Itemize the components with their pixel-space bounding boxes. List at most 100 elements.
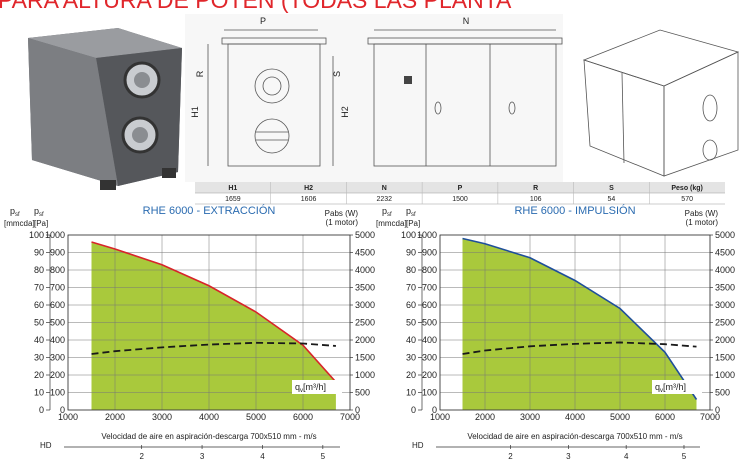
y-tick-label: 100 — [422, 388, 437, 398]
y2-tick-label: 4500 — [355, 248, 375, 258]
y-symbol: psf — [34, 206, 44, 218]
table-header: N — [382, 185, 387, 192]
y2-tick-label: 2000 — [715, 335, 735, 345]
x-tick-label: 4000 — [565, 412, 585, 422]
y-tick-label: 700 — [50, 283, 65, 293]
y-mmcda-tick-label: 100 — [29, 230, 44, 240]
chart-title: RHE 6000 - IMPULSIÓN — [514, 204, 635, 217]
table-header: R — [533, 185, 538, 192]
y2-tick-label: 1500 — [715, 353, 735, 363]
table-cell: 106 — [530, 196, 542, 203]
x2-tick-label: 5 — [321, 452, 326, 461]
y-mmcda-tick-label: 50 — [34, 318, 44, 328]
y-tick-label: 600 — [50, 300, 65, 310]
x2-tick-label: 2 — [508, 452, 513, 461]
x-tick-label: 4000 — [199, 412, 219, 422]
y-label: [Pa] — [34, 219, 48, 228]
y-mmcda-tick-label: 70 — [406, 283, 416, 293]
y-mmcda-tick-label: 10 — [406, 388, 416, 398]
y-mmcda-tick-label: 20 — [406, 370, 416, 380]
area — [91, 242, 336, 410]
table-cell: 2232 — [376, 196, 392, 203]
y2-tick-label: 3500 — [355, 283, 375, 293]
annotation: qv[m³/h] — [655, 382, 686, 394]
y2-label-note: (1 motor) — [326, 218, 359, 227]
chart-title: RHE 6000 - EXTRACCIÓN — [143, 204, 276, 217]
x-tick-label: 7000 — [340, 412, 360, 422]
y-mmcda-tick-label: 50 — [406, 318, 416, 328]
y-tick-label: 200 — [50, 370, 65, 380]
subscript: sf — [15, 212, 20, 218]
y2-tick-label: 2000 — [355, 335, 375, 345]
y2-label: Pabs (W) — [685, 209, 719, 218]
power-line — [462, 341, 697, 355]
y-mmcda-tick-label: 10 — [34, 388, 44, 398]
x2-tick-label: 3 — [566, 452, 571, 461]
y-tick-label: 800 — [422, 265, 437, 275]
y-mmcda-tick-label: 30 — [34, 353, 44, 363]
annotation-box — [292, 380, 342, 394]
y-mmcda-label: [mmcda] — [4, 219, 35, 228]
x2-tick-label: 4 — [260, 452, 265, 461]
y-mmcda-tick-label: 0 — [411, 405, 416, 415]
technical-drawing: P N R S H1 H2 — [185, 14, 563, 182]
x2-tick-label: 5 — [682, 452, 687, 461]
y-mmcda-tick-label: 40 — [34, 335, 44, 345]
y-tick-label: 0 — [60, 405, 65, 415]
plot-frame — [67, 234, 351, 411]
y2-tick-label: 500 — [715, 388, 730, 398]
table-cell: 1659 — [225, 196, 241, 203]
dimension-label: H1 — [190, 106, 200, 118]
subscript: v — [660, 388, 663, 394]
table-header: S — [609, 185, 614, 192]
dimension-label: P — [260, 16, 266, 26]
y-symbol: psf — [406, 206, 416, 218]
x-tick-label: 1000 — [58, 412, 78, 422]
x2-tick-label: 3 — [200, 452, 205, 461]
y-mmcda-tick-label: 80 — [406, 265, 416, 275]
y2-tick-label: 1500 — [355, 353, 375, 363]
y-mmcda-tick-label: 100 — [401, 230, 416, 240]
y-tick-label: 800 — [50, 265, 65, 275]
y2-tick-label: 3000 — [715, 300, 735, 310]
y-tick-label: 700 — [422, 283, 437, 293]
y-label: [Pa] — [406, 219, 420, 228]
y2-tick-label: 0 — [355, 405, 360, 415]
table-cell: 54 — [608, 196, 616, 203]
y-tick-label: 500 — [422, 318, 437, 328]
x2-label: Velocidad de aire en aspiración-descarga… — [101, 432, 316, 441]
y2-tick-label: 2500 — [715, 318, 735, 328]
x2-tick-label: 4 — [624, 452, 629, 461]
table-header: Peso (kg) — [671, 185, 703, 192]
unit: [m³/h] — [303, 382, 326, 392]
y-tick-label: 1000 — [45, 230, 65, 240]
y-mmcda-symbol: psf — [10, 206, 20, 218]
x-tick-label: 1000 — [430, 412, 450, 422]
x-tick-label: 6000 — [655, 412, 675, 422]
x2-name: HD — [40, 441, 52, 450]
y-tick-label: 400 — [422, 335, 437, 345]
y2-tick-label: 4000 — [355, 265, 375, 275]
x2-label: Velocidad de aire en aspiración-descarga… — [467, 432, 682, 441]
dimension-table: H1 H2 N P R S Peso (kg) 1659 1606 2232 1500 106 54 57… — [195, 182, 725, 205]
subscript: sf — [39, 212, 44, 218]
table-header: H1 — [228, 185, 237, 192]
y-mmcda-tick-label: 80 — [34, 265, 44, 275]
y2-tick-label: 5000 — [715, 230, 735, 240]
y-mmcda-tick-label: 90 — [406, 248, 416, 258]
x-tick-label: 5000 — [246, 412, 266, 422]
symbol: q — [655, 382, 660, 392]
y2-tick-label: 5000 — [355, 230, 375, 240]
y-mmcda-tick-label: 30 — [406, 353, 416, 363]
table-header: H2 — [304, 185, 313, 192]
y-tick-label: 300 — [422, 353, 437, 363]
y2-tick-label: 1000 — [715, 370, 735, 380]
x-tick-label: 3000 — [152, 412, 172, 422]
table-cell: 570 — [681, 196, 693, 203]
table-cell: 1606 — [301, 196, 317, 203]
y2-label-note: (1 motor) — [686, 218, 719, 227]
symbol: p — [406, 206, 411, 216]
y2-tick-label: 0 — [715, 405, 720, 415]
y-tick-label: 100 — [50, 388, 65, 398]
